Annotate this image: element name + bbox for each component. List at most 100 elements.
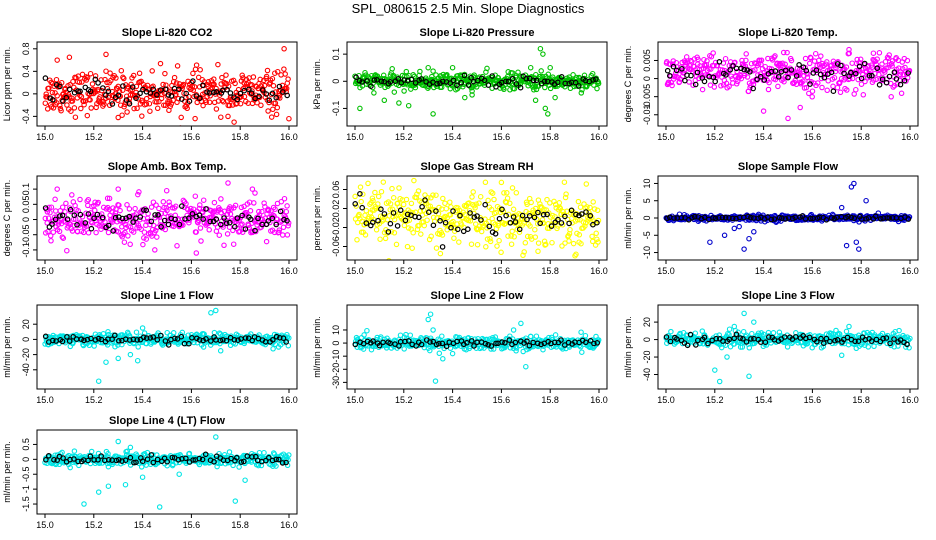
highlight-point (828, 215, 835, 221)
data-point (77, 196, 83, 203)
x-tick-label: 15.8 (852, 132, 870, 142)
data-point (425, 203, 431, 209)
data-point (72, 114, 79, 120)
highlight-point (733, 331, 740, 338)
x-tick-label: 16.0 (901, 395, 919, 405)
data-point (591, 206, 598, 212)
data-point (835, 59, 841, 65)
data-point (450, 218, 456, 225)
highlight-point (353, 74, 359, 81)
highlight-point (112, 332, 118, 339)
data-point (201, 331, 207, 337)
data-point (857, 56, 864, 63)
data-point (544, 196, 550, 203)
data-point (874, 56, 880, 62)
highlight-point (512, 339, 519, 346)
y-tick-label: -20 (331, 363, 341, 376)
data-point (828, 62, 835, 69)
highlight-point (575, 83, 582, 89)
highlight-point (877, 216, 884, 222)
data-point (256, 208, 262, 215)
highlight-point (673, 336, 680, 342)
highlight-point (517, 84, 524, 91)
highlight-point (762, 339, 769, 346)
highlight-point (171, 85, 178, 92)
data-point (45, 341, 52, 348)
y-axis-label: kPa per min. (312, 59, 322, 110)
highlight-point (154, 336, 161, 343)
highlight-point (496, 215, 503, 222)
highlight-point (408, 76, 415, 83)
data-point (104, 195, 111, 202)
data-point (850, 333, 856, 340)
data-point (888, 94, 894, 100)
data-point (737, 344, 744, 350)
highlight-point (591, 340, 597, 347)
highlight-point (207, 218, 214, 225)
outlier-point (217, 348, 224, 354)
data-point (492, 334, 499, 340)
x-tick-label: 15.2 (706, 266, 724, 276)
data-point (285, 222, 291, 229)
plot-frame (36, 41, 298, 127)
highlight-point (425, 209, 432, 216)
highlight-point (387, 79, 394, 85)
x-tick-label: 15.0 (36, 132, 54, 142)
y-axis-label: ml/min per min. (312, 316, 322, 378)
data-point (722, 55, 729, 62)
data-point (760, 331, 767, 338)
highlight-point (277, 208, 284, 215)
data-point (780, 49, 787, 56)
highlight-point (116, 337, 122, 344)
highlight-point (368, 83, 374, 90)
y-axis-label: ml/min per min. (2, 316, 12, 378)
data-point (200, 209, 206, 216)
data-point (53, 100, 60, 106)
highlight-point (356, 77, 363, 84)
data-point (407, 332, 414, 338)
highlight-point (141, 207, 147, 213)
data-point (509, 70, 516, 76)
data-point (218, 196, 224, 202)
x-tick-label: 15.4 (755, 395, 773, 405)
highlight-point (152, 212, 158, 218)
highlight-point (359, 79, 366, 85)
data-point (136, 70, 143, 77)
x-tick-label: 16.0 (590, 266, 608, 276)
highlight-point (119, 215, 126, 222)
data-point (92, 73, 99, 79)
highlight-point (67, 206, 74, 213)
points-group (663, 46, 913, 122)
data-point (775, 83, 781, 90)
highlight-point (737, 335, 744, 341)
highlight-point (799, 213, 806, 219)
highlight-point (540, 211, 547, 218)
data-point (238, 204, 245, 211)
data-point (739, 344, 746, 350)
outlier-point (843, 242, 850, 249)
data-point (93, 229, 99, 236)
data-point (373, 227, 380, 233)
data-point (692, 330, 699, 336)
x-tick-label: 15.4 (134, 266, 152, 276)
outlier-point (724, 354, 730, 360)
data-point (119, 112, 125, 118)
highlight-point (172, 216, 178, 223)
highlight-point (664, 67, 671, 74)
data-point (594, 236, 600, 243)
x-tick-label: 15.2 (395, 395, 413, 405)
data-point (573, 251, 579, 258)
data-point (855, 76, 861, 83)
highlight-point (740, 335, 746, 342)
y-tick-label: -40 (21, 363, 31, 376)
highlight-point (726, 215, 732, 221)
highlight-point (485, 341, 492, 348)
highlight-point (887, 340, 893, 347)
data-point (87, 97, 93, 103)
highlight-point (224, 86, 230, 93)
highlight-point (748, 336, 754, 342)
x-tick-label: 15.6 (183, 132, 201, 142)
data-point (221, 208, 228, 215)
